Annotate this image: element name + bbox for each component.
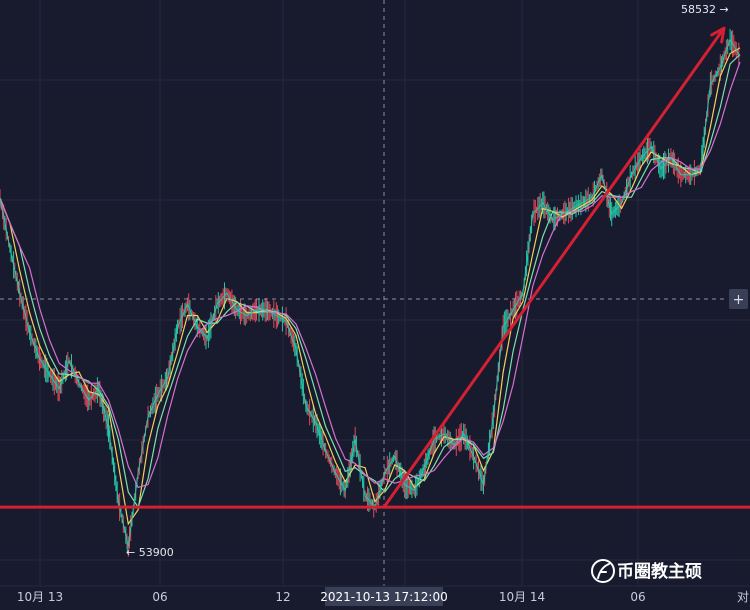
x-tick-label: 10月 14 (499, 590, 545, 604)
crosshair-time-label: 2021-10-13 17:12:00 (320, 587, 448, 606)
trend-arrowhead (710, 26, 726, 44)
x-tick-label: 10月 13 (17, 590, 63, 604)
low-price-label: ← 53900 (126, 546, 174, 559)
x-tick-label: 12 (275, 590, 290, 604)
grid-lines (0, 0, 750, 586)
crosshair-add-button[interactable]: + (729, 289, 748, 309)
x-tick-label: 06 (630, 590, 645, 604)
corner-label: 对 (737, 590, 749, 604)
ma-mid-line (0, 54, 741, 509)
moving-averages (0, 47, 741, 526)
watermark: 币圈教主硕 (591, 559, 702, 583)
trend-line (382, 27, 726, 508)
svg-text:2021-10-13 17:12:00: 2021-10-13 17:12:00 (320, 590, 447, 604)
ma-slow-line (0, 61, 741, 489)
watermark-text: 币圈教主硕 (617, 561, 702, 582)
price-series-line (0, 38, 741, 547)
ma-fast-line (0, 47, 741, 526)
feather-logo-icon (591, 559, 615, 583)
high-price-label: 58532 → (681, 3, 729, 16)
x-tick-label: 06 (152, 590, 167, 604)
time-axis: 10月 13 06 12 10月 14 06 对 2021-10-13 17:1… (0, 585, 750, 606)
plus-icon: + (733, 292, 745, 308)
